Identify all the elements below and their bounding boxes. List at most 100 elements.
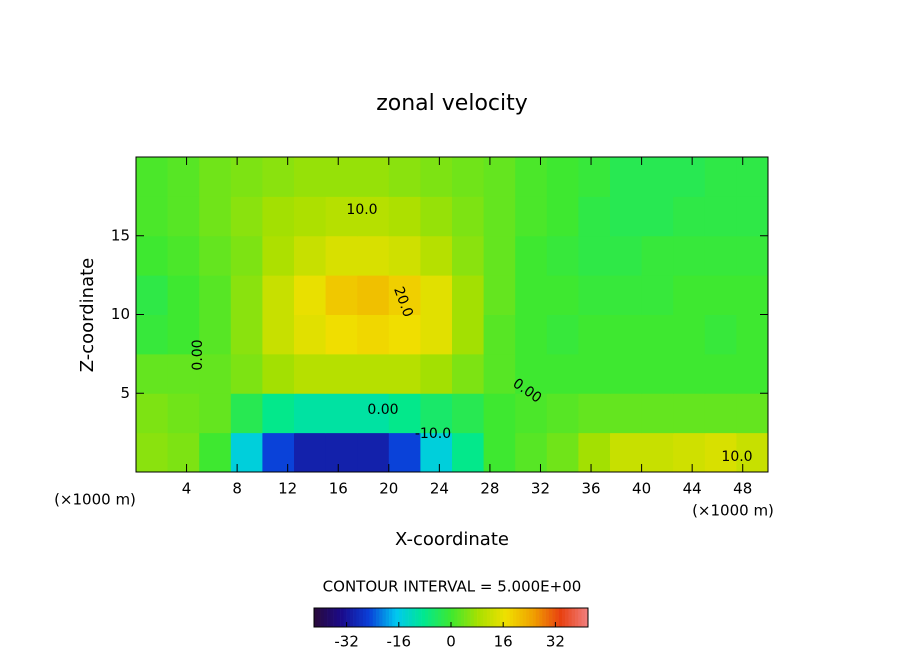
cell [294,393,327,434]
cell [515,196,548,237]
cell [578,157,611,197]
cell [673,432,706,473]
cell [515,393,548,434]
colorbar-band [499,608,504,627]
cell [388,235,421,276]
cell [136,235,169,276]
colorbar-tick-label: -32 [334,633,359,651]
cell [704,393,737,434]
cell [578,196,611,237]
cell [483,196,516,237]
colorbar-band [418,608,422,627]
cell [673,275,706,315]
colorbar-band [411,608,416,627]
cell [546,393,579,434]
x-tick-label: 44 [683,480,702,498]
colorbar-band [512,608,517,627]
x-axis-label: X-coordinate [395,529,509,550]
cell [357,353,390,394]
cell [325,314,358,355]
x-tick-label: 8 [232,480,242,498]
cell [736,196,769,237]
colorbar-band [522,608,527,627]
colorbar-band [451,608,455,627]
colorbar-band [552,608,556,627]
cell [483,353,516,394]
contour-interval: CONTOUR INTERVAL = 5.000E+00 [323,578,582,596]
contour-label: 10.0 [346,202,377,218]
colorbar-band [392,608,396,627]
cell [136,314,169,355]
cell [230,314,263,355]
cell [641,393,674,434]
cell [546,157,579,197]
cell [546,432,579,473]
colorbar-band [320,608,325,627]
colorbar-band [464,608,468,627]
cell [167,196,200,237]
cell [736,393,769,434]
colorbar-band [561,608,566,627]
colorbar-band [317,608,321,627]
colorbar-band [385,608,390,627]
colorbar-band [496,608,501,627]
colorbar-band [535,608,540,627]
x-tick-label: 24 [430,480,449,498]
contour-label: 10.0 [721,449,752,465]
cell [641,275,674,315]
cell [610,314,643,355]
cell [641,314,674,355]
cell [610,432,643,473]
cell [230,275,263,315]
cell [736,235,769,276]
colorbar-band [480,608,484,627]
contour-label: 0.00 [367,402,398,418]
cell [483,235,516,276]
colorbar-band [356,608,360,627]
cell [515,314,548,355]
cell [452,196,485,237]
colorbar-band [477,608,481,627]
cell [199,157,232,197]
x-tick-label: 28 [480,480,499,498]
cell [420,432,453,473]
x-tick-label: 48 [733,480,752,498]
cell [262,157,295,197]
cell [420,157,453,197]
cell [325,196,358,237]
colorbar-band [398,608,403,627]
colorbar-band [503,608,507,627]
colorbar-band [389,608,393,627]
cell [388,275,421,315]
colorbar-tick-label: 32 [546,633,565,651]
cell [199,196,232,237]
colorbar-band [473,608,478,627]
cell [578,393,611,434]
colorbar-band [568,608,572,627]
colorbar-band [526,608,530,627]
cell [483,275,516,315]
x-tick-label: 4 [182,480,192,498]
colorbar-band [434,608,439,627]
y-tick-label: 10 [111,305,130,323]
cell [546,353,579,394]
colorbar-band [460,608,465,627]
cell [673,393,706,434]
cell [546,196,579,237]
cell [294,432,327,473]
cell [357,235,390,276]
cell [325,353,358,394]
cell [641,353,674,394]
cell [578,275,611,315]
cell [420,393,453,434]
cell [388,314,421,355]
cell [610,235,643,276]
cell [136,393,169,434]
colorbar-band [353,608,357,627]
colorbar-band [327,608,331,627]
colorbar-band [382,608,387,627]
cell [515,157,548,197]
cell [230,432,263,473]
y-axis-label: Z-coordinate [77,258,98,373]
